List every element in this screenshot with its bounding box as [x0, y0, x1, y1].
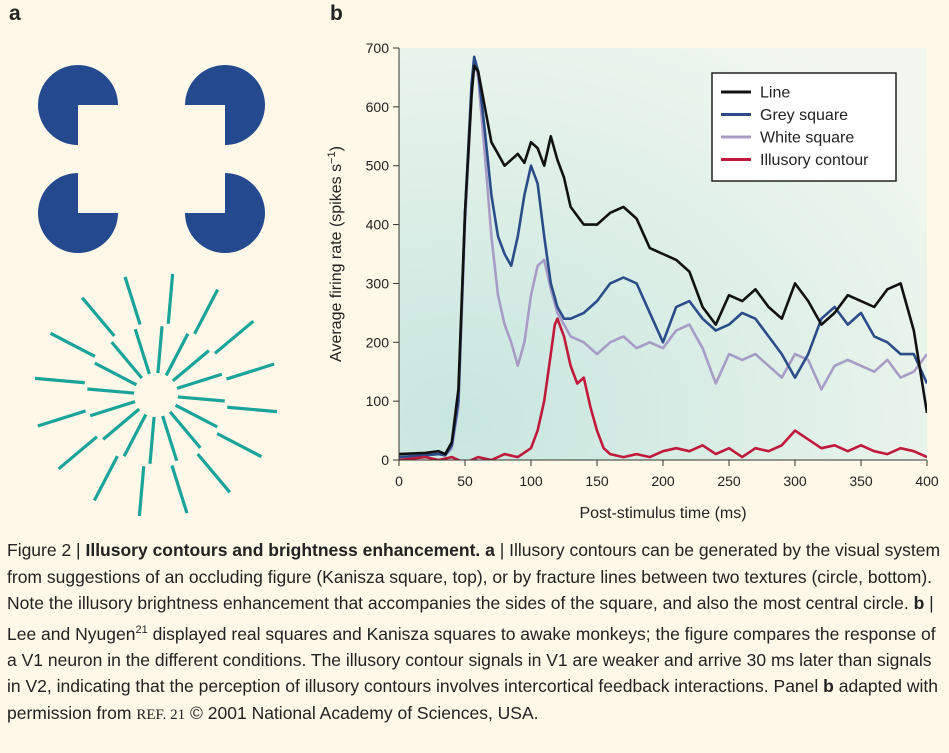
x-tick-label: 200 — [651, 473, 675, 489]
x-tick-label: 250 — [717, 473, 741, 489]
x-tick-label: 0 — [395, 473, 403, 489]
outer-ray — [80, 296, 116, 338]
x-tick-label: 50 — [457, 473, 473, 489]
series-line-grey-square — [399, 55, 927, 459]
inner-ray — [94, 361, 138, 387]
inner-ray — [176, 372, 223, 390]
pacman-bottom-right — [185, 173, 265, 253]
legend-label: White square — [760, 130, 854, 147]
outer-ray — [170, 464, 189, 514]
y-tick-label: 600 — [366, 99, 390, 115]
inner-ray — [174, 403, 218, 429]
x-tick-label: 400 — [915, 473, 939, 489]
outer-ray — [213, 319, 255, 355]
inner-ray — [148, 416, 156, 464]
outer-ray — [49, 331, 96, 358]
figure-caption: Figure 2 | Illusory contours and brightn… — [7, 540, 941, 723]
pacman-top-right — [185, 65, 265, 145]
y-tick-label: 500 — [366, 158, 390, 174]
outer-ray — [216, 432, 263, 459]
pacman-bottom-left — [38, 173, 118, 253]
outer-ray — [225, 362, 275, 381]
chart-legend: Line Grey square White square Illusory cont… — [711, 72, 897, 182]
inner-ray — [122, 413, 148, 457]
inner-ray — [110, 341, 144, 380]
y-axis-label: Average firing rate (spikes s−1) — [326, 146, 345, 362]
outer-ray — [196, 452, 232, 494]
panel-label-b: b — [330, 2, 343, 25]
inner-ray — [156, 326, 164, 374]
legend-label: Line — [760, 85, 790, 102]
legend-label: Illusory contour — [760, 152, 869, 169]
y-tick-label: 400 — [366, 217, 390, 233]
outer-ray — [193, 288, 220, 335]
y-tick-label: 100 — [366, 393, 390, 409]
inner-ray — [171, 349, 210, 383]
x-tick-label: 300 — [783, 473, 807, 489]
illusory-circle-figure — [34, 273, 278, 517]
x-tick-label: 350 — [849, 473, 873, 489]
x-axis-label: Post-stimulus time (ms) — [579, 505, 746, 522]
series-line-illusory-contour — [399, 317, 927, 460]
y-tick-label: 200 — [366, 334, 390, 350]
series-line-line — [399, 64, 927, 456]
outer-ray — [123, 276, 142, 326]
inner-ray — [89, 400, 136, 418]
outer-ray — [166, 273, 175, 324]
inner-ray — [161, 415, 179, 462]
y-tick-label: 700 — [366, 40, 390, 56]
outer-ray — [137, 466, 146, 517]
firing-rate-chart: 0 100 200 300 400 500 600 700 0 50 100 150 200 250 30… — [326, 40, 939, 522]
outer-ray — [34, 376, 85, 385]
inner-ray — [87, 387, 135, 395]
outer-ray — [227, 405, 278, 414]
inner-ray — [177, 395, 225, 403]
legend-label: Grey square — [760, 107, 848, 124]
pacman-top-left — [38, 65, 118, 145]
y-tick-label: 0 — [381, 452, 389, 468]
outer-ray — [57, 435, 99, 471]
outer-ray — [92, 455, 119, 502]
x-tick-label: 100 — [519, 473, 543, 489]
inner-ray — [102, 407, 141, 441]
panel-label-a: a — [9, 2, 21, 25]
inner-ray — [168, 410, 202, 449]
inner-ray — [164, 333, 190, 377]
y-tick-label: 300 — [366, 275, 390, 291]
x-tick-label: 150 — [585, 473, 609, 489]
outer-ray — [37, 409, 87, 428]
kanizsa-square-figure — [38, 65, 265, 253]
inner-ray — [133, 328, 151, 375]
